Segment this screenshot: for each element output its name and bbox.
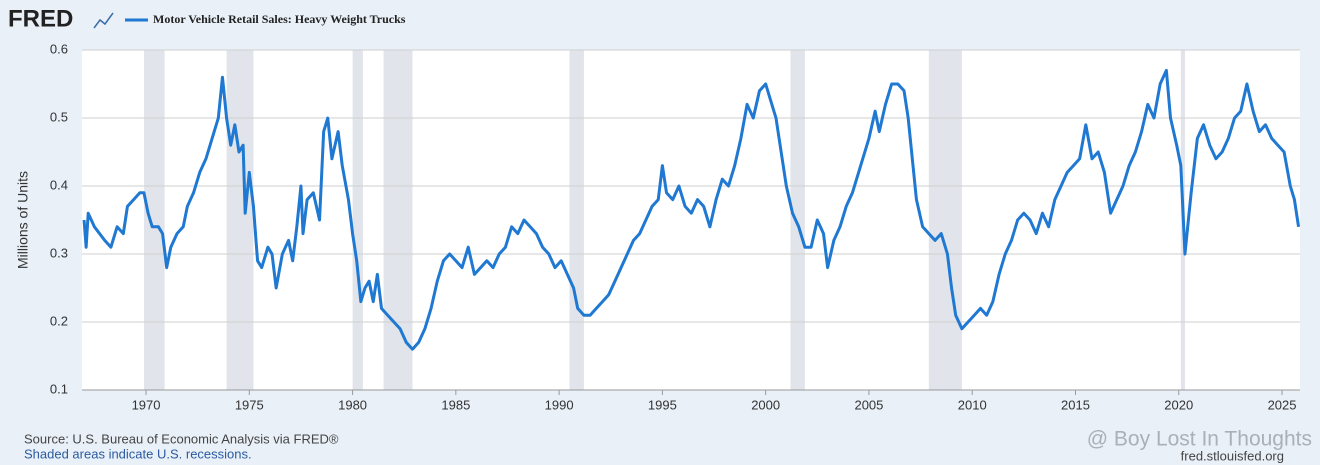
- url: fred.stlouisfed.org: [1181, 448, 1284, 463]
- x-tick-label: 2005: [854, 397, 883, 412]
- y-tick-label: 0.1: [50, 381, 68, 396]
- series-line: [82, 68, 1301, 351]
- y-axis-label: Millions of Units: [15, 171, 31, 269]
- recession-band: [143, 50, 165, 390]
- x-tick-label: 1985: [441, 397, 470, 412]
- x-tick-label: 2000: [751, 397, 780, 412]
- watermark: @ Boy Lost In Thoughts: [1087, 428, 1312, 451]
- recession-band: [790, 50, 805, 390]
- recession-band: [569, 50, 584, 390]
- y-tick-label: 0.5: [50, 109, 68, 124]
- y-tick-label: 0.4: [50, 177, 68, 192]
- recession-band: [928, 50, 962, 390]
- recession-band: [383, 50, 413, 390]
- x-tick-label: 2025: [1268, 397, 1297, 412]
- x-tick-label: 2010: [958, 397, 987, 412]
- x-tick-label: 2020: [1164, 397, 1193, 412]
- x-tick-label: 1975: [235, 397, 264, 412]
- recession-band: [352, 50, 363, 390]
- logo-icon: [93, 12, 114, 29]
- recession-band: [226, 50, 254, 390]
- x-tick-label: 2015: [1061, 397, 1090, 412]
- y-tick-label: 0.2: [50, 313, 68, 328]
- x-tick-label: 1995: [648, 397, 677, 412]
- x-tick-label: 1990: [545, 397, 574, 412]
- x-tick-label: 1970: [132, 397, 161, 412]
- y-tick-label: 0.6: [50, 41, 68, 56]
- logo: FRED: [8, 5, 73, 32]
- plot-area: [82, 50, 1300, 390]
- note: Shaded areas indicate U.S. recessions.: [24, 446, 252, 461]
- source: Source: U.S. Bureau of Economic Analysis…: [24, 431, 339, 446]
- recessions: [143, 50, 1185, 390]
- y-tick-label: 0.3: [50, 245, 68, 260]
- legend-label: Motor Vehicle Retail Sales: Heavy Weight…: [153, 12, 406, 26]
- x-tick-label: 1980: [338, 397, 367, 412]
